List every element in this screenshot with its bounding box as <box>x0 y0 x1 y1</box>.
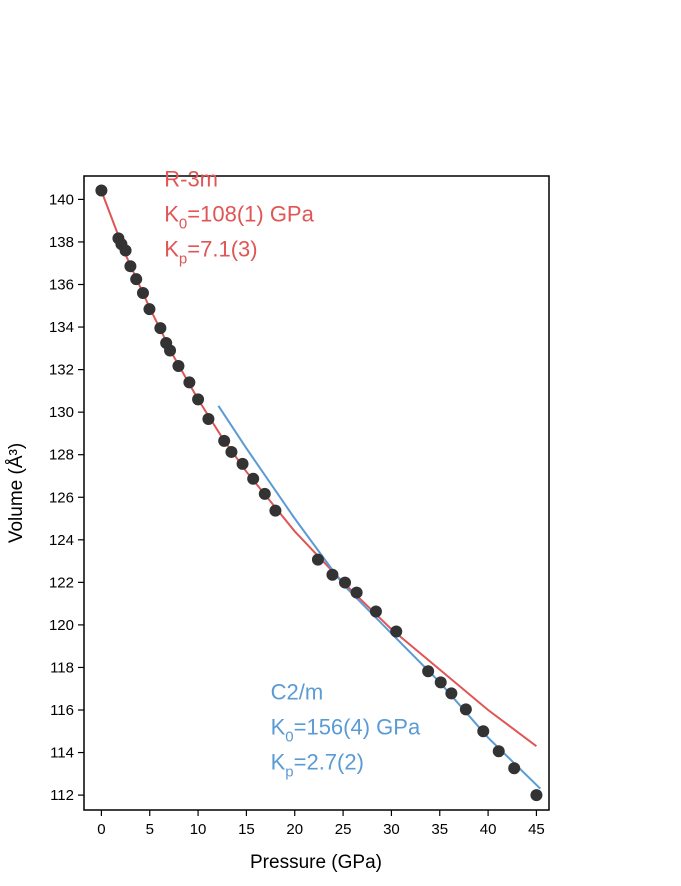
subscript: 0 <box>179 216 187 233</box>
y-tick-label: 118 <box>50 659 74 676</box>
data-point <box>130 273 143 286</box>
data-point <box>390 625 403 638</box>
data-point <box>492 745 505 758</box>
y-tick-label: 128 <box>49 447 74 464</box>
x-tick-label: 40 <box>480 821 497 838</box>
y-tick-label: 126 <box>49 489 74 506</box>
subscript: p <box>179 251 187 268</box>
y-tick-label: 120 <box>49 617 74 634</box>
data-point <box>326 568 339 581</box>
x-tick-label: 30 <box>383 821 400 838</box>
x-tick-label: 20 <box>286 821 303 838</box>
y-tick-label: 134 <box>49 319 74 336</box>
data-point <box>369 605 382 618</box>
data-point <box>508 762 521 775</box>
annotation-kp: Kp=2.7(2) <box>271 749 364 780</box>
y-tick-label: 138 <box>49 234 74 251</box>
y-axis-label: Volume (Å³) <box>6 443 27 543</box>
data-point <box>202 412 215 425</box>
plot-frame <box>83 175 550 811</box>
y-tick-label: 116 <box>50 702 74 719</box>
data-point <box>236 457 249 470</box>
annotation-kp: Kp=7.1(3) <box>164 237 257 268</box>
fit-line <box>100 190 537 748</box>
data-point <box>218 434 231 447</box>
x-tick-label: 5 <box>146 821 154 838</box>
data-point <box>192 393 205 406</box>
data-point <box>247 472 260 485</box>
y-tick-label: 122 <box>49 574 74 591</box>
annotation-phase: C2/m <box>271 679 324 704</box>
data-point <box>124 260 137 273</box>
data-point <box>339 576 352 589</box>
x-tick-label: 45 <box>528 821 545 838</box>
y-tick-label: 132 <box>49 362 74 379</box>
data-point <box>154 322 167 335</box>
data-point <box>530 789 543 802</box>
x-tick-label: 0 <box>97 821 105 838</box>
x-tick-label: 35 <box>431 821 448 838</box>
y-tick-label: 130 <box>49 404 74 421</box>
data-point <box>225 445 238 458</box>
data-point <box>477 725 490 738</box>
data-point <box>350 586 363 599</box>
y-tick-label: 140 <box>49 191 74 208</box>
symbol: K <box>271 749 286 774</box>
data-point <box>172 359 185 372</box>
data-point <box>311 553 324 566</box>
data-point <box>445 687 458 700</box>
data-point <box>269 504 282 517</box>
data-point <box>119 244 132 257</box>
value: =156(4) GPa <box>294 714 421 739</box>
data-point <box>258 487 271 500</box>
subscript: 0 <box>285 728 293 745</box>
y-tick-label: 136 <box>49 277 74 294</box>
y-tick-label: 114 <box>50 745 74 762</box>
value: =108(1) GPa <box>187 202 314 227</box>
x-tick-label: 15 <box>238 821 255 838</box>
y-tick-label: 112 <box>50 787 74 804</box>
data-point <box>434 676 447 689</box>
annotation-k0: K0=108(1) GPa <box>164 202 314 233</box>
x-axis-label: Pressure (GPa) <box>250 852 382 873</box>
data-point <box>95 184 108 197</box>
y-tick-label: 124 <box>49 532 74 549</box>
value: =2.7(2) <box>294 749 364 774</box>
subscript: p <box>285 763 293 780</box>
annotation-k0: K0=156(4) GPa <box>271 714 421 745</box>
symbol: K <box>164 237 179 262</box>
data-point <box>183 376 196 389</box>
x-tick-label: 10 <box>190 821 207 838</box>
data-point <box>143 303 156 316</box>
symbol: K <box>271 714 286 739</box>
symbol: K <box>164 202 179 227</box>
data-point <box>459 703 472 716</box>
data-point <box>164 344 177 357</box>
value: =7.1(3) <box>187 237 257 262</box>
data-point <box>422 665 435 678</box>
data-point <box>136 287 149 300</box>
annotation-phase: R-3m <box>164 167 218 192</box>
x-tick-label: 25 <box>335 821 352 838</box>
